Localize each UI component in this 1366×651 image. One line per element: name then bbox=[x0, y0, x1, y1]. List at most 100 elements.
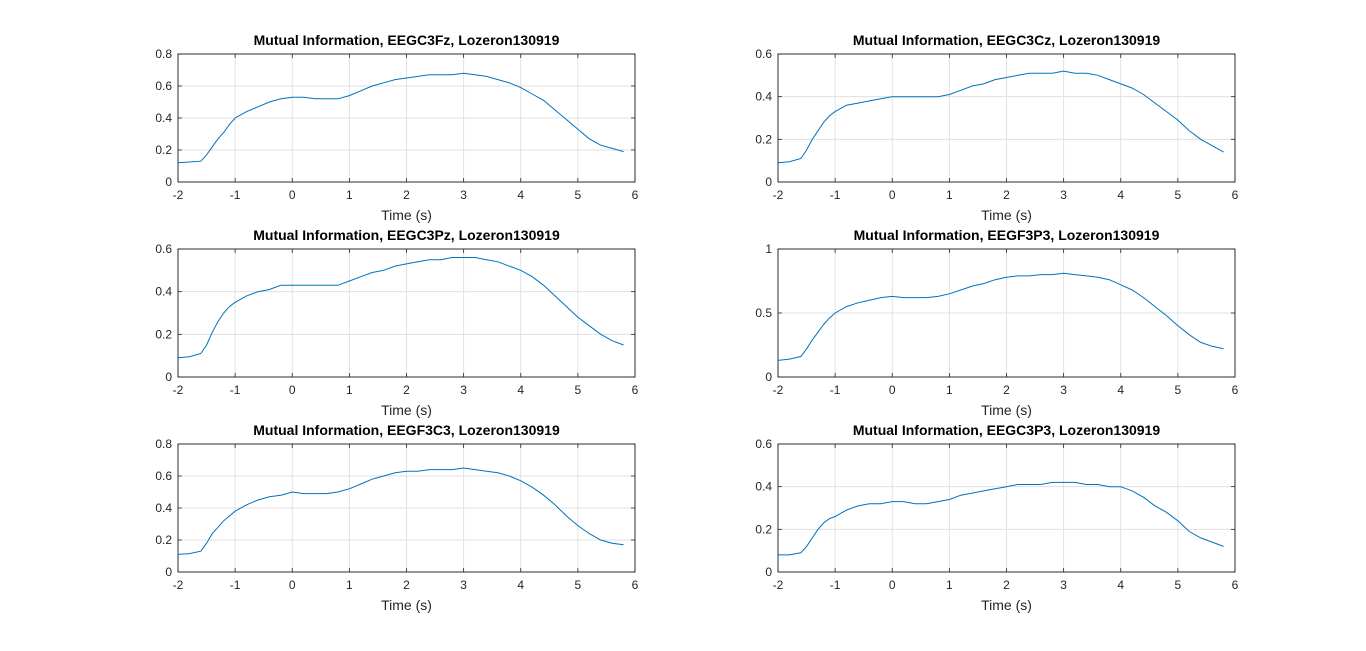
x-tick-label: 6 bbox=[1232, 578, 1239, 592]
x-tick-label: 3 bbox=[460, 188, 467, 202]
subplot-eegf3c3: -2 -1 0 1 2 3 4 5 6 0 0.2 0.4 0.6 0.8 Mutual Informati… bbox=[155, 422, 638, 613]
x-tick-label: 6 bbox=[1232, 188, 1239, 202]
y-tick-label: 0.2 bbox=[155, 533, 172, 547]
x-tick-label: 3 bbox=[1060, 578, 1067, 592]
x-tick-label: -1 bbox=[830, 383, 841, 397]
subplot-eegf3p3: -2 -1 0 1 2 3 4 5 6 0 0.5 1 Mutual Information, EEGF… bbox=[755, 227, 1238, 418]
series-line bbox=[177, 257, 624, 359]
x-tick-label: 6 bbox=[1232, 383, 1239, 397]
subplot-eegc3cz: -2 -1 0 1 2 3 4 5 6 0 0.2 0.4 0.6 Mutual Information,… bbox=[755, 32, 1238, 223]
y-tick-label: 0.4 bbox=[755, 90, 772, 104]
y-tick-label: 0.5 bbox=[755, 306, 772, 320]
x-tick-label: 0 bbox=[289, 578, 296, 592]
y-tick-label: 1 bbox=[765, 242, 772, 256]
subplot-eegc3pz: -2 -1 0 1 2 3 4 5 6 0 0.2 0.4 0.6 Mutual Information,… bbox=[155, 227, 638, 418]
x-tick-label: 5 bbox=[575, 578, 582, 592]
x-tick-label: 4 bbox=[517, 578, 524, 592]
y-tick-label: 0.2 bbox=[755, 132, 772, 146]
chart-title: Mutual Information, EEGC3Cz, Lozeron1309… bbox=[853, 32, 1160, 48]
subplot-eegc3fz: -2 -1 0 1 2 3 4 5 6 0 0.2 0.4 0.6 0.8 Mutual Informati… bbox=[155, 32, 638, 223]
y-tick-label: 0 bbox=[165, 565, 172, 579]
x-tick-label: 2 bbox=[1003, 383, 1010, 397]
x-tick-label: 3 bbox=[460, 383, 467, 397]
x-tick-label: 0 bbox=[889, 188, 896, 202]
x-axis-label: Time (s) bbox=[381, 402, 432, 418]
x-tick-label: 5 bbox=[1175, 188, 1182, 202]
x-axis-label: Time (s) bbox=[981, 207, 1032, 223]
x-tick-label: -2 bbox=[773, 578, 784, 592]
x-tick-label: 1 bbox=[346, 578, 353, 592]
y-tick-label: 0.8 bbox=[155, 437, 172, 451]
chart-title: Mutual Information, EEGC3Pz, Lozeron1309… bbox=[253, 227, 560, 243]
subplot-eegc3p3: -2 -1 0 1 2 3 4 5 6 0 0.2 0.4 0.6 Mutual Information,… bbox=[755, 422, 1238, 613]
x-tick-label: -1 bbox=[230, 383, 241, 397]
y-tick-label: 0 bbox=[165, 175, 172, 189]
y-tick-label: 0 bbox=[765, 175, 772, 189]
x-tick-label: 3 bbox=[1060, 383, 1067, 397]
x-tick-label: -2 bbox=[773, 383, 784, 397]
y-tick-label: 0.2 bbox=[155, 143, 172, 157]
x-tick-label: 1 bbox=[346, 383, 353, 397]
y-tick-label: 0.6 bbox=[755, 47, 772, 61]
x-tick-label: 0 bbox=[289, 188, 296, 202]
x-axis-label: Time (s) bbox=[381, 207, 432, 223]
x-tick-label: 0 bbox=[889, 578, 896, 592]
x-tick-label: 4 bbox=[1117, 188, 1124, 202]
x-tick-label: 2 bbox=[403, 383, 410, 397]
y-tick-label: 0 bbox=[765, 565, 772, 579]
x-axis-label: Time (s) bbox=[981, 402, 1032, 418]
x-tick-label: 5 bbox=[575, 383, 582, 397]
x-tick-label: 4 bbox=[1117, 578, 1124, 592]
x-tick-label: 1 bbox=[946, 578, 953, 592]
x-tick-label: -2 bbox=[773, 188, 784, 202]
x-tick-label: -2 bbox=[173, 578, 184, 592]
x-tick-label: -1 bbox=[830, 578, 841, 592]
chart-title: Mutual Information, EEGF3P3, Lozeron1309… bbox=[854, 227, 1160, 243]
x-tick-label: 5 bbox=[1175, 578, 1182, 592]
y-tick-label: 0.6 bbox=[155, 242, 172, 256]
series-line bbox=[177, 467, 624, 555]
x-tick-label: 2 bbox=[1003, 188, 1010, 202]
x-tick-label: 4 bbox=[517, 383, 524, 397]
y-tick-label: 0.4 bbox=[155, 111, 172, 125]
x-tick-label: 3 bbox=[1060, 188, 1067, 202]
series-line bbox=[777, 272, 1224, 361]
x-tick-label: 6 bbox=[632, 383, 639, 397]
x-tick-label: 2 bbox=[1003, 578, 1010, 592]
x-tick-label: 4 bbox=[517, 188, 524, 202]
y-tick-label: 0.6 bbox=[755, 437, 772, 451]
x-tick-label: 3 bbox=[460, 578, 467, 592]
x-tick-label: 2 bbox=[403, 578, 410, 592]
y-tick-label: 0.6 bbox=[155, 469, 172, 483]
chart-title: Mutual Information, EEGC3Fz, Lozeron1309… bbox=[254, 32, 560, 48]
x-tick-label: 1 bbox=[946, 383, 953, 397]
x-tick-label: 5 bbox=[1175, 383, 1182, 397]
chart-title: Mutual Information, EEGF3C3, Lozeron1309… bbox=[253, 422, 560, 438]
x-tick-label: 1 bbox=[346, 188, 353, 202]
x-tick-label: 1 bbox=[946, 188, 953, 202]
x-tick-label: 6 bbox=[632, 578, 639, 592]
x-tick-label: -1 bbox=[230, 578, 241, 592]
y-tick-label: 0.8 bbox=[155, 47, 172, 61]
x-axis-label: Time (s) bbox=[381, 597, 432, 613]
x-tick-label: 5 bbox=[575, 188, 582, 202]
series-line bbox=[778, 481, 1224, 556]
y-tick-label: 0.4 bbox=[155, 501, 172, 515]
x-tick-label: -1 bbox=[830, 188, 841, 202]
x-tick-label: 2 bbox=[403, 188, 410, 202]
series-line bbox=[777, 70, 1224, 164]
y-tick-label: 0 bbox=[765, 370, 772, 384]
y-tick-label: 0 bbox=[165, 370, 172, 384]
y-tick-label: 0.4 bbox=[155, 285, 172, 299]
y-tick-label: 0.4 bbox=[755, 480, 772, 494]
x-axis-label: Time (s) bbox=[981, 597, 1032, 613]
x-tick-label: -2 bbox=[173, 383, 184, 397]
y-tick-label: 0.2 bbox=[155, 327, 172, 341]
x-tick-label: 0 bbox=[289, 383, 296, 397]
y-tick-label: 0.6 bbox=[155, 79, 172, 93]
x-tick-label: -2 bbox=[173, 188, 184, 202]
x-tick-label: -1 bbox=[230, 188, 241, 202]
series-line bbox=[177, 72, 624, 164]
x-tick-label: 4 bbox=[1117, 383, 1124, 397]
